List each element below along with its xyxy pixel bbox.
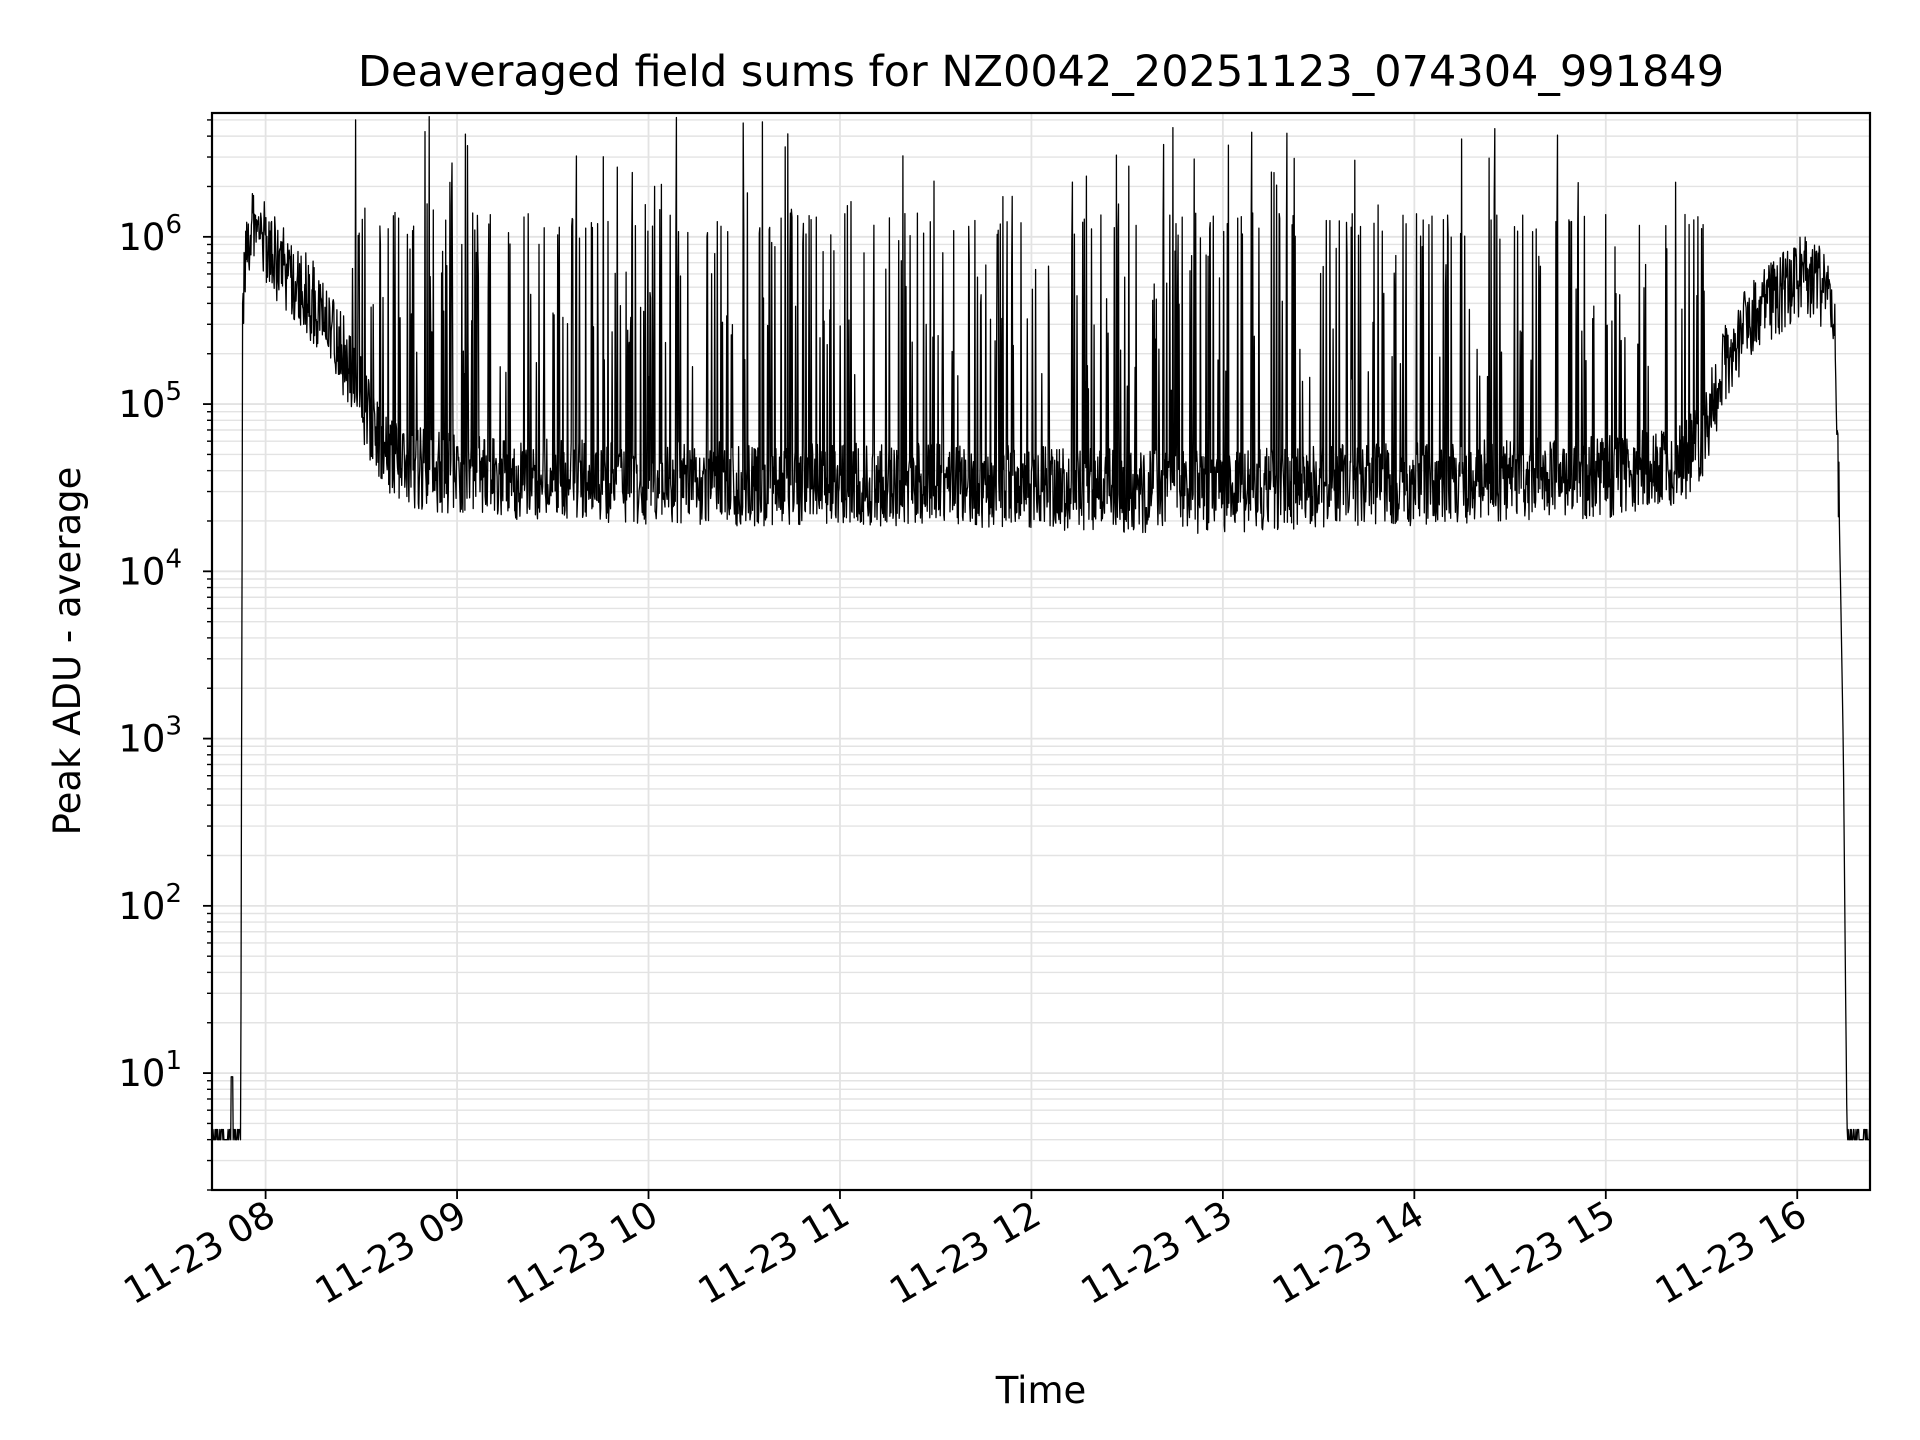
series-layer xyxy=(211,116,1871,1141)
y-tick-label: 104 xyxy=(118,544,182,593)
y-axis: 101 102 103 104 105 106 xyxy=(118,119,212,1191)
y-axis-label: Peak ADU - average xyxy=(46,467,89,836)
chart-title: Deaveraged field sums for NZ0042_2025112… xyxy=(358,47,1724,97)
series-line xyxy=(211,116,1871,1141)
axes-frame xyxy=(210,111,1872,1192)
y-tick-label: 103 xyxy=(118,712,182,761)
y-tick-label: 101 xyxy=(118,1046,182,1095)
x-axis-label: Time xyxy=(995,1369,1087,1412)
y-tick-label: 106 xyxy=(118,210,182,259)
y-tick-label: 105 xyxy=(118,377,182,426)
y-tick-label: 102 xyxy=(118,879,182,928)
